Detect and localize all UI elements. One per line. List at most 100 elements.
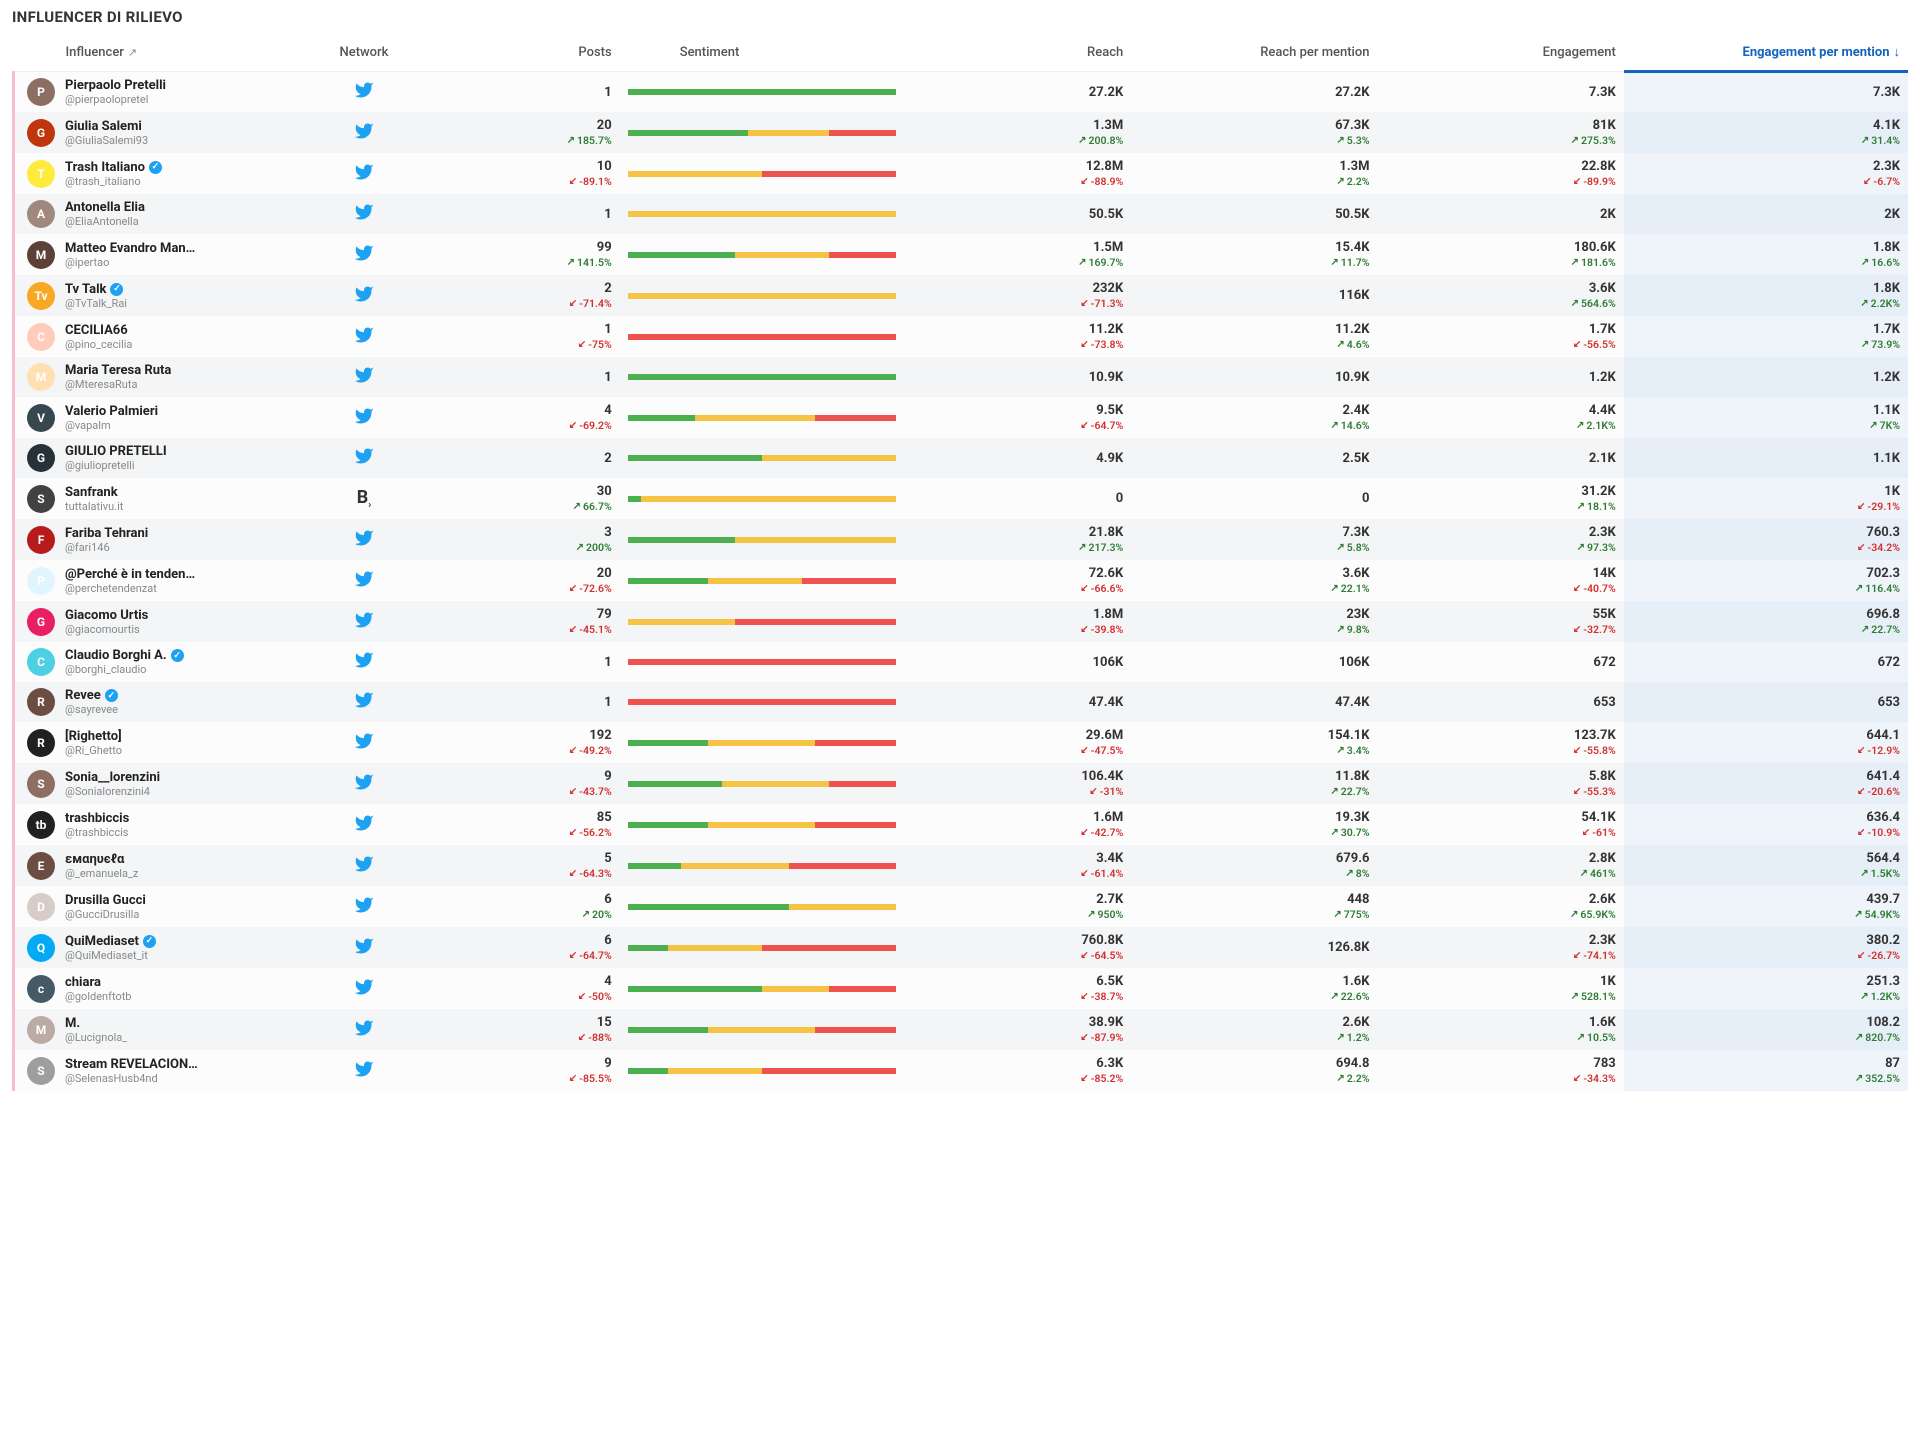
twitter-icon — [354, 610, 374, 630]
influencer-cell[interactable]: SSonia__lorenzini@Sonialorenzini4 — [23, 770, 290, 798]
table-row[interactable]: GGiacomo Urtis@giacomourtis 79↙-45.1% 1.8M… — [14, 601, 1909, 642]
reach-cell: 10.9K — [904, 357, 1131, 397]
table-row[interactable]: CClaudio Borghi A.@borghi_claudio1106K10… — [14, 642, 1909, 682]
table-row[interactable]: DDrusilla Gucci@GucciDrusilla6↗20%2.7K↗9… — [14, 886, 1909, 927]
influencer-cell[interactable]: MM.@Lucignola_ — [23, 1016, 290, 1044]
network-cell — [298, 763, 431, 804]
influencer-name: Sanfrank — [65, 485, 123, 500]
influencer-handle: @giuliopretelli — [65, 459, 167, 472]
influencer-cell[interactable]: Eεмαηυєℓα@_emanuela_z — [23, 852, 290, 880]
influencer-name: [Righetto] — [65, 729, 122, 744]
delta-indicator: ↗820.7% — [1632, 1031, 1900, 1044]
avatar: tb — [27, 811, 55, 839]
twitter-icon — [354, 528, 374, 548]
influencer-cell[interactable]: SStream REVELACION…@SelenasHusb4nd — [23, 1057, 290, 1085]
influencer-cell[interactable]: tbtrashbiccis@trashbiccis — [23, 811, 290, 839]
delta-indicator: ↗2.2K% — [1632, 297, 1900, 310]
table-row[interactable]: VValerio Palmieri@vapalm4↙-69.2%9.5K↙-64… — [14, 397, 1909, 438]
reach-cell: 1.3M↗200.8% — [904, 112, 1131, 153]
influencer-cell[interactable]: R[Righetto]@Ri_Ghetto — [23, 729, 290, 757]
influencer-cell[interactable]: QQuiMediaset@QuiMediaset_it — [23, 934, 290, 962]
delta-indicator: ↗352.5% — [1632, 1072, 1900, 1085]
influencer-name: chiara — [65, 975, 131, 990]
table-row[interactable]: P@Perché è in tenden…@perchetendenzat20↙… — [14, 560, 1909, 601]
posts-cell: 79↙-45.1% — [430, 601, 619, 642]
posts-cell: 1 — [430, 72, 619, 113]
posts-cell: 4↙-50% — [430, 968, 619, 1009]
table-row[interactable]: GGIULIO PRETELLI@giuliopretelli24.9K2.5K… — [14, 438, 1909, 478]
sentiment-cell — [620, 968, 904, 1009]
table-row[interactable]: R[Righetto]@Ri_Ghetto192↙-49.2%29.6M↙-47… — [14, 722, 1909, 763]
col-sentiment[interactable]: Sentiment — [620, 34, 904, 72]
delta-indicator: ↗30.7% — [1139, 826, 1369, 839]
table-row[interactable]: MMaria Teresa Ruta@MteresaRuta110.9K10.9… — [14, 357, 1909, 397]
influencer-cell[interactable]: TvTv Talk@TvTalk_Rai — [23, 282, 290, 310]
influencer-cell[interactable]: FFariba Tehrani@fari146 — [23, 526, 290, 554]
delta-indicator: ↗5.8% — [1139, 541, 1369, 554]
table-row[interactable]: Eεмαηυєℓα@_emanuela_z5↙-64.3%3.4K↙-61.4%… — [14, 845, 1909, 886]
delta-indicator: ↗14.6% — [1139, 419, 1369, 432]
table-row[interactable]: MMatteo Evandro Man…@ipertao99↗141.5%1.5… — [14, 234, 1909, 275]
table-row[interactable]: QQuiMediaset@QuiMediaset_it6↙-64.7%760.8… — [14, 927, 1909, 968]
influencer-cell[interactable]: cchiara@goldenftotb — [23, 975, 290, 1003]
col-reach[interactable]: Reach — [904, 34, 1131, 72]
influencer-cell[interactable]: GGiacomo Urtis@giacomourtis — [23, 608, 290, 636]
table-row[interactable]: RRevee@sayrevee147.4K47.4K653653 — [14, 682, 1909, 722]
delta-indicator: ↙-10.9% — [1632, 826, 1900, 839]
table-row[interactable]: SStream REVELACION…@SelenasHusb4nd9↙-85.… — [14, 1050, 1909, 1091]
col-engagement-per-mention[interactable]: Engagement per mention↓ — [1624, 34, 1908, 72]
rpm-cell: 10.9K — [1131, 357, 1377, 397]
table-row[interactable]: TTrash Italiano@trash_italiano10↙-89.1%1… — [14, 153, 1909, 194]
col-posts[interactable]: Posts — [430, 34, 619, 72]
table-row[interactable]: SSonia__lorenzini@Sonialorenzini49↙-43.7… — [14, 763, 1909, 804]
delta-indicator: ↙-73.8% — [912, 338, 1123, 351]
table-row[interactable]: GGiulia Salemi@GiuliaSalemi9320↗185.7%1.… — [14, 112, 1909, 153]
table-row[interactable]: TvTv Talk@TvTalk_Rai2↙-71.4%232K↙-71.3%1… — [14, 275, 1909, 316]
table-row[interactable]: PPierpaolo Pretelli@pierpaolopretel127.2… — [14, 72, 1909, 113]
posts-cell: 5↙-64.3% — [430, 845, 619, 886]
epm-cell: 380.2↙-26.7% — [1624, 927, 1908, 968]
network-cell — [298, 194, 431, 234]
influencer-cell[interactable]: MMatteo Evandro Man…@ipertao — [23, 241, 290, 269]
reach-cell: 9.5K↙-64.7% — [904, 397, 1131, 438]
delta-indicator: ↙-39.8% — [912, 623, 1123, 636]
table-row[interactable]: MM.@Lucignola_15↙-88%38.9K↙-87.9%2.6K↗1.… — [14, 1009, 1909, 1050]
table-row[interactable]: FFariba Tehrani@fari1463↗200%21.8K↗217.3… — [14, 519, 1909, 560]
influencer-cell[interactable]: CClaudio Borghi A.@borghi_claudio — [23, 648, 290, 676]
table-row[interactable]: tbtrashbiccis@trashbiccis85↙-56.2%1.6M↙-… — [14, 804, 1909, 845]
influencer-cell[interactable]: GGIULIO PRETELLI@giuliopretelli — [23, 444, 290, 472]
table-row[interactable]: cchiara@goldenftotb4↙-50%6.5K↙-38.7%1.6K… — [14, 968, 1909, 1009]
delta-indicator: ↗20% — [438, 908, 611, 921]
table-row[interactable]: CCECILIA66@pino_cecilia1↙-75%11.2K↙-73.8… — [14, 316, 1909, 357]
influencer-handle: @trashbiccis — [65, 826, 129, 839]
col-network[interactable]: Network — [298, 34, 431, 72]
rpm-cell: 7.3K↗5.8% — [1131, 519, 1377, 560]
influencer-name: QuiMediaset — [65, 934, 156, 949]
influencer-cell[interactable]: VValerio Palmieri@vapalm — [23, 404, 290, 432]
influencer-cell[interactable]: CCECILIA66@pino_cecilia — [23, 323, 290, 351]
col-rpm[interactable]: Reach per mention — [1131, 34, 1377, 72]
table-row[interactable]: SSanfranktuttalativu.itB›30↗66.7%0031.2K… — [14, 478, 1909, 519]
influencer-cell[interactable]: DDrusilla Gucci@GucciDrusilla — [23, 893, 290, 921]
influencer-handle: @TvTalk_Rai — [65, 297, 127, 310]
col-influencer[interactable]: Influencer↗ — [14, 34, 298, 72]
influencer-cell[interactable]: P@Perché è in tenden…@perchetendenzat — [23, 567, 290, 595]
influencer-cell[interactable]: SSanfranktuttalativu.it — [23, 485, 290, 513]
reach-cell: 1.8M↙-39.8% — [904, 601, 1131, 642]
influencer-handle: @perchetendenzat — [65, 582, 195, 595]
influencer-cell[interactable]: AAntonella Elia@EliaAntonella — [23, 200, 290, 228]
external-link-icon[interactable]: ↗ — [128, 46, 137, 59]
rpm-cell: 1.6K↗22.6% — [1131, 968, 1377, 1009]
influencer-cell[interactable]: RRevee@sayrevee — [23, 688, 290, 716]
influencer-cell[interactable]: TTrash Italiano@trash_italiano — [23, 160, 290, 188]
table-row[interactable]: AAntonella Elia@EliaAntonella150.5K50.5K… — [14, 194, 1909, 234]
delta-indicator: ↗9.8% — [1139, 623, 1369, 636]
twitter-icon — [354, 325, 374, 345]
influencer-cell[interactable]: MMaria Teresa Ruta@MteresaRuta — [23, 363, 290, 391]
influencer-handle: @Ri_Ghetto — [65, 744, 122, 757]
influencer-cell[interactable]: GGiulia Salemi@GiuliaSalemi93 — [23, 119, 290, 147]
delta-indicator: ↙-61% — [1386, 826, 1616, 839]
influencer-cell[interactable]: PPierpaolo Pretelli@pierpaolopretel — [23, 78, 290, 106]
col-engagement[interactable]: Engagement — [1378, 34, 1624, 72]
network-cell — [298, 682, 431, 722]
